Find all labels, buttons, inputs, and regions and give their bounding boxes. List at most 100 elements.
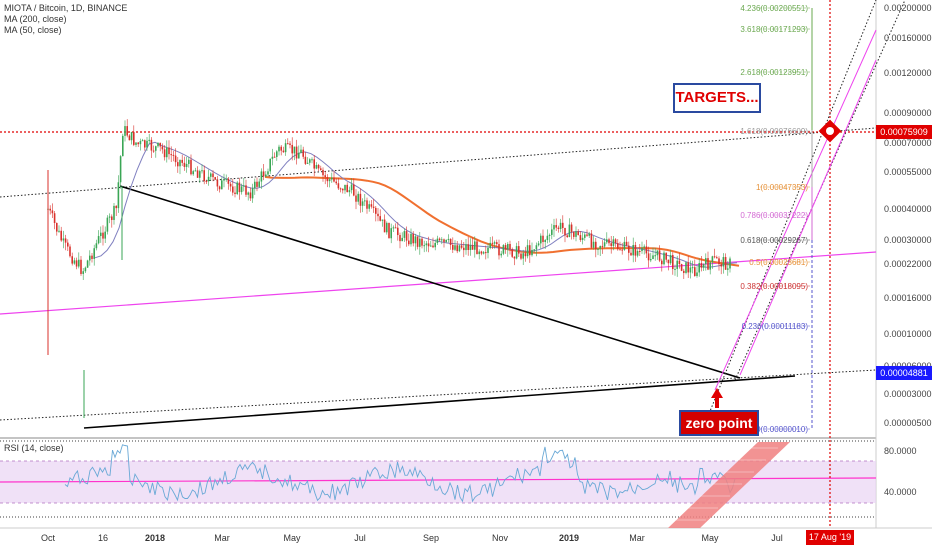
candle-body bbox=[619, 249, 621, 251]
candle-body bbox=[522, 253, 524, 259]
candle-body bbox=[509, 243, 511, 250]
candle-body bbox=[212, 173, 214, 178]
candle-body bbox=[487, 247, 489, 253]
candle-body bbox=[337, 183, 340, 189]
candle-body bbox=[100, 232, 102, 237]
candle-body bbox=[168, 147, 170, 155]
candle-body bbox=[430, 245, 432, 247]
candle-body bbox=[335, 181, 337, 184]
candle-body bbox=[632, 244, 634, 256]
candle-body bbox=[628, 245, 630, 253]
candle-body bbox=[67, 242, 69, 247]
candle-body bbox=[271, 156, 274, 159]
fib-level-label: 1.618(0.00076609) bbox=[740, 127, 808, 136]
candle-body bbox=[152, 150, 155, 152]
candle-body bbox=[243, 185, 245, 187]
candle-body bbox=[293, 146, 296, 154]
candle-body bbox=[713, 256, 716, 258]
candle-body bbox=[581, 237, 584, 240]
candle-body bbox=[91, 255, 93, 259]
candle-body bbox=[542, 235, 544, 242]
candle-body bbox=[482, 252, 485, 254]
candle-body bbox=[513, 256, 516, 259]
fib-level-label: 4.236(0.00200551) bbox=[740, 4, 808, 13]
candle-body bbox=[232, 186, 234, 193]
candle-body bbox=[410, 233, 412, 245]
candle-body bbox=[75, 260, 78, 267]
candle-body bbox=[584, 234, 586, 238]
candle-body bbox=[69, 246, 71, 257]
candle-body bbox=[278, 146, 280, 152]
fib-level-label: 0.382(0.00018095) bbox=[740, 282, 808, 291]
candle-body bbox=[159, 142, 161, 147]
candle-body bbox=[372, 206, 375, 208]
candle-body bbox=[540, 235, 542, 244]
candle-body bbox=[155, 146, 157, 151]
candle-body bbox=[548, 234, 551, 236]
candle-body bbox=[645, 246, 648, 254]
lower-dotted-trendline bbox=[0, 369, 877, 421]
candle-body bbox=[601, 245, 604, 247]
candle-body bbox=[324, 175, 326, 178]
candle-body bbox=[724, 257, 727, 270]
candle-body bbox=[515, 246, 518, 259]
candle-body bbox=[518, 246, 520, 254]
candle-body bbox=[348, 190, 351, 193]
candle-body bbox=[427, 243, 430, 247]
fib-level-label: 0.786(0.00037222) bbox=[740, 211, 808, 220]
candle-body bbox=[694, 267, 696, 276]
candle-body bbox=[234, 192, 236, 195]
candle-body bbox=[397, 227, 399, 236]
candle-body bbox=[122, 135, 124, 157]
candle-body bbox=[227, 178, 230, 184]
candle-body bbox=[51, 210, 54, 214]
candle-body bbox=[623, 241, 626, 250]
candle-body bbox=[229, 183, 232, 187]
candle-body bbox=[124, 126, 126, 136]
candle-body bbox=[218, 186, 221, 190]
candle-body bbox=[216, 179, 219, 187]
candle-body bbox=[399, 235, 401, 242]
candle-body bbox=[364, 200, 366, 202]
candle-body bbox=[617, 243, 619, 250]
candle-body bbox=[566, 235, 568, 238]
candle-body bbox=[342, 188, 344, 191]
time-tick-label: 2018 bbox=[145, 533, 165, 543]
candle-body bbox=[359, 193, 362, 206]
time-tick-label: Mar bbox=[214, 533, 230, 543]
price-tick-label: 0.00120000 bbox=[884, 68, 932, 78]
candle-body bbox=[702, 264, 705, 268]
candle-body bbox=[707, 258, 709, 270]
candle-body bbox=[691, 267, 694, 269]
candle-body bbox=[174, 155, 177, 163]
candle-body bbox=[130, 132, 133, 141]
candle-body bbox=[284, 143, 287, 153]
candle-body bbox=[469, 245, 472, 250]
legend-ma200: MA (200, close) bbox=[4, 14, 67, 24]
candle-body bbox=[614, 239, 617, 244]
candle-body bbox=[478, 251, 480, 255]
candle-body bbox=[524, 253, 527, 257]
candle-body bbox=[720, 264, 722, 267]
candle-body bbox=[504, 245, 507, 250]
candle-body bbox=[304, 156, 307, 164]
candle-body bbox=[705, 258, 707, 265]
candle-body bbox=[474, 241, 476, 250]
candle-body bbox=[71, 256, 73, 264]
price-axis: 0.00200000 0.00160000 0.00120000 0.00090000… bbox=[884, 3, 932, 428]
candle-body bbox=[546, 235, 549, 241]
candle-body bbox=[201, 170, 203, 172]
candle-body bbox=[643, 246, 645, 248]
candle-body bbox=[194, 170, 197, 172]
zero-point-arrow bbox=[711, 388, 723, 408]
candle-body bbox=[656, 250, 659, 256]
candle-body bbox=[553, 225, 555, 230]
candle-body bbox=[680, 264, 683, 271]
candle-body bbox=[361, 201, 364, 206]
candle-body bbox=[606, 239, 608, 243]
time-tick-label: Mar bbox=[629, 533, 645, 543]
candle-body bbox=[434, 242, 436, 248]
candle-body bbox=[146, 140, 148, 148]
channel-pink-2 bbox=[739, 59, 877, 376]
candle-body bbox=[247, 192, 249, 195]
